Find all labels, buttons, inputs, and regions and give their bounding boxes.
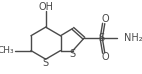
Text: O: O: [102, 15, 109, 24]
Text: NH₂: NH₂: [124, 33, 142, 43]
Text: S: S: [98, 33, 104, 43]
Text: O: O: [102, 52, 109, 62]
Text: S: S: [43, 58, 49, 68]
Text: CH₃: CH₃: [0, 46, 14, 55]
Text: S: S: [70, 49, 76, 59]
Text: OH: OH: [39, 2, 54, 12]
